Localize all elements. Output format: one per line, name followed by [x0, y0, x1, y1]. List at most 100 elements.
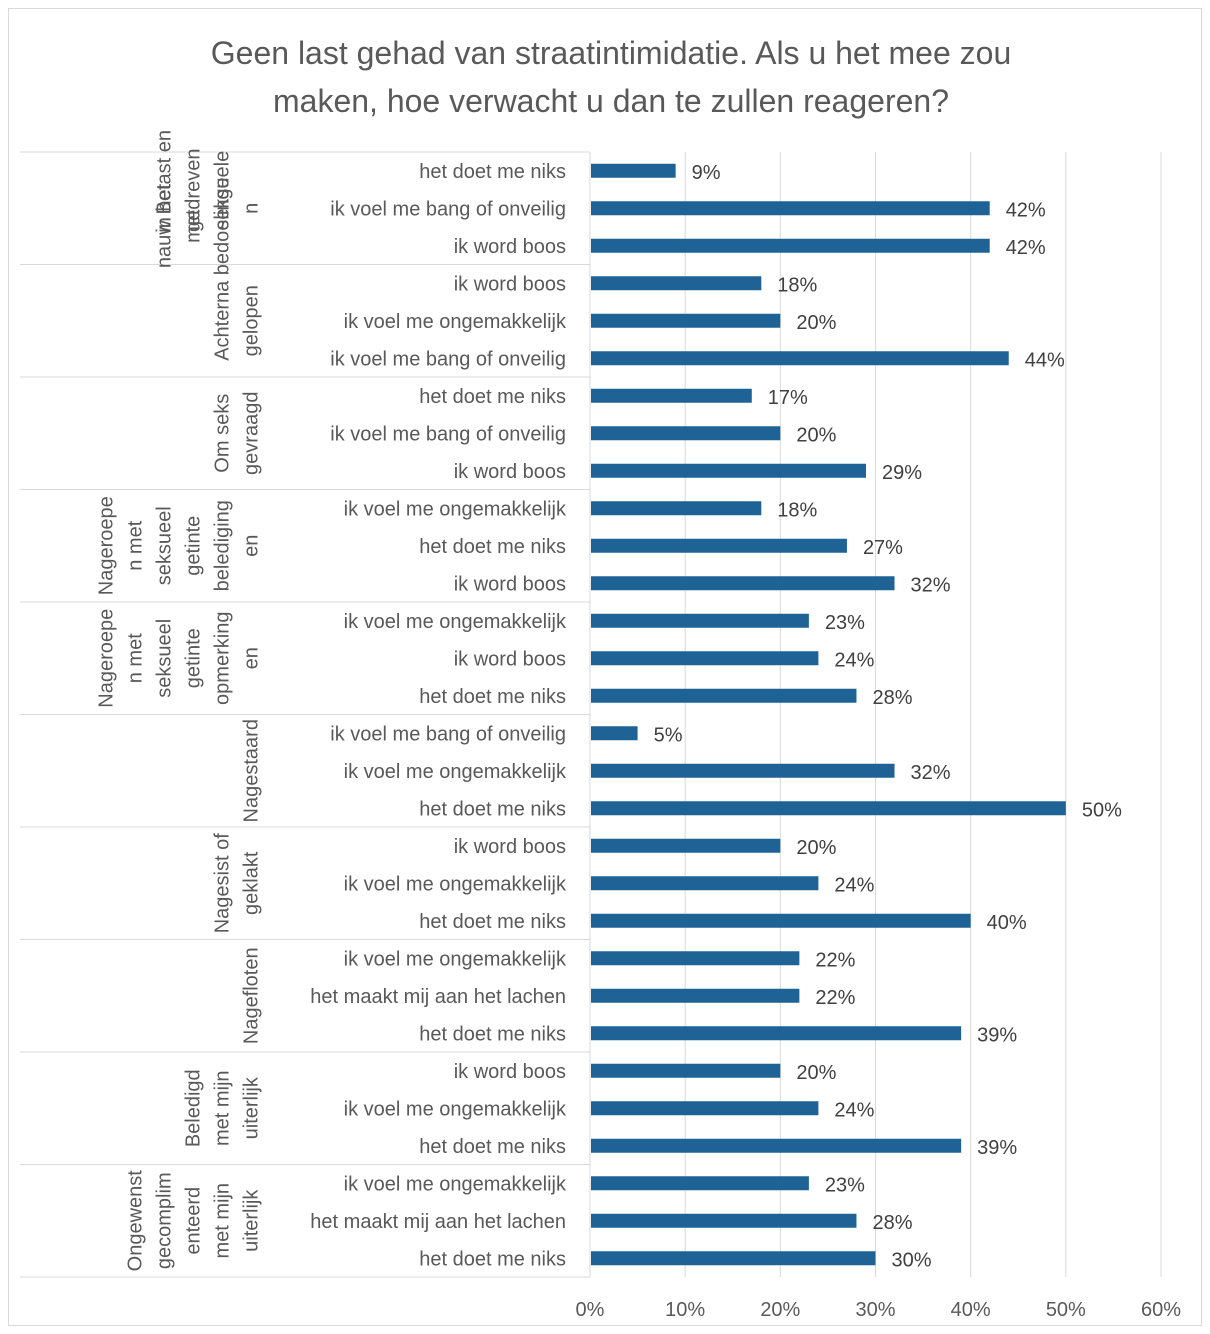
group-label-line: opmerking — [211, 612, 233, 705]
bar — [591, 988, 800, 1003]
category-label: ik voel me ongemakkelijk — [344, 611, 567, 633]
category-label: ik voel me ongemakkelijk — [344, 498, 567, 520]
data-label: 23% — [825, 612, 865, 634]
data-label: 32% — [911, 762, 951, 784]
group-label-line: Nageroepe — [95, 609, 117, 708]
data-label: 20% — [796, 312, 836, 334]
category-label: ik word boos — [454, 1061, 566, 1083]
category-label: ik word boos — [454, 461, 566, 483]
category-label: het maakt mij aan het lachen — [310, 986, 566, 1008]
category-label: ik voel me bang of onveilig — [330, 723, 566, 745]
group-label-line: Nageroepe — [95, 496, 117, 595]
category-label: ik voel me ongemakkelijk — [344, 1098, 567, 1120]
group-label-line: geklakt — [240, 851, 262, 915]
bar — [591, 838, 781, 853]
data-label: 30% — [892, 1249, 932, 1271]
data-label: 22% — [815, 987, 855, 1009]
group-label-line: getinte — [182, 516, 204, 576]
bar — [591, 576, 895, 591]
category-label: ik voel me ongemakkelijk — [344, 948, 567, 970]
chart-title-line-2: maken, hoe verwacht u dan te zullen reag… — [273, 83, 949, 119]
bar — [591, 538, 847, 553]
category-label: het doet me niks — [419, 686, 566, 708]
bar — [591, 801, 1066, 816]
x-tick-label: 60% — [1141, 1299, 1181, 1321]
bar — [591, 238, 990, 253]
data-label: 20% — [796, 1062, 836, 1084]
bar — [591, 613, 809, 628]
group-label-line: Ongewenst — [124, 1170, 146, 1272]
x-tick-label: 50% — [1046, 1299, 1086, 1321]
bar — [591, 1026, 962, 1041]
x-tick-label: 20% — [760, 1299, 800, 1321]
bar — [591, 388, 752, 403]
group-label-line: n met — [124, 520, 146, 570]
bar — [591, 313, 781, 328]
group-label-line: en — [240, 647, 262, 669]
group-label-line: gelopen — [240, 285, 262, 356]
category-label: ik voel me ongemakkelijk — [344, 311, 567, 333]
x-tick-label: 0% — [576, 1299, 605, 1321]
bar — [591, 1063, 781, 1078]
bar — [591, 276, 762, 291]
data-label: 42% — [1006, 199, 1046, 221]
category-label: het doet me niks — [419, 911, 566, 933]
bar — [591, 463, 866, 478]
data-label: 22% — [815, 949, 855, 971]
group-label-line: gedreven — [182, 149, 204, 232]
bar — [591, 501, 762, 516]
bar — [591, 1138, 962, 1153]
bar — [591, 876, 819, 891]
data-label: 32% — [911, 574, 951, 596]
bar — [591, 163, 676, 178]
category-label: het doet me niks — [419, 386, 566, 408]
data-label: 28% — [872, 687, 912, 709]
group-label-line: n — [240, 203, 262, 214]
data-label: 5% — [654, 724, 683, 746]
chart-title: Geen last gehad van straatintimidatie. A… — [211, 35, 1011, 119]
group-label-line: bedoelinge — [211, 177, 233, 275]
category-label: ik word boos — [454, 573, 566, 595]
x-axis-ticks: 0% 10% 20% 30% 40% 50% 60% — [576, 1299, 1182, 1321]
category-label: het doet me niks — [419, 1023, 566, 1045]
group-label-line: en — [240, 535, 262, 557]
data-label: 24% — [834, 649, 874, 671]
group-label-line: met — [182, 209, 204, 243]
group-label-line: met mijn — [211, 1183, 233, 1259]
bar — [591, 651, 819, 666]
bar — [591, 1101, 819, 1116]
data-label: 39% — [977, 1024, 1017, 1046]
group-label-line: getinte — [182, 628, 204, 688]
bar — [591, 1213, 857, 1228]
data-label: 18% — [777, 499, 817, 521]
category-label: ik voel me ongemakkelijk — [344, 1173, 567, 1195]
category-label: ik voel me bang of onveilig — [330, 423, 566, 445]
bar — [591, 1251, 876, 1266]
category-label: het doet me niks — [419, 1248, 566, 1270]
category-label: ik voel me bang of onveilig — [330, 348, 566, 370]
category-label: ik voel me ongemakkelijk — [344, 873, 567, 895]
group-label-line: Om seks — [211, 394, 233, 473]
bar — [591, 201, 990, 216]
data-labels: 9% 42% 42% 18% 20% 44% 17% 20% 29% 18% 27% 32% 23% 24… — [654, 162, 1122, 1272]
category-label: het maakt mij aan het lachen — [310, 1211, 566, 1233]
bar — [591, 1176, 809, 1191]
chart-title-line-1: Geen last gehad van straatintimidatie. A… — [211, 35, 1011, 71]
data-label: 42% — [1006, 237, 1046, 259]
group-label-line: enteerd — [182, 1187, 204, 1255]
data-label: 18% — [777, 274, 817, 296]
group-label-line: seksueel — [153, 506, 175, 585]
group-label-line: Nagesist of — [211, 833, 233, 933]
category-label: het doet me niks — [419, 798, 566, 820]
data-label: 27% — [863, 537, 903, 559]
bar — [591, 688, 857, 703]
bar — [591, 351, 1009, 366]
group-label-line: n met — [124, 633, 146, 683]
category-label: ik voel me bang of onveilig — [330, 198, 566, 220]
data-label: 20% — [796, 424, 836, 446]
data-label: 24% — [834, 874, 874, 896]
group-label-line: gecomplim — [153, 1172, 175, 1269]
bar — [591, 951, 800, 966]
data-label: 50% — [1082, 799, 1122, 821]
